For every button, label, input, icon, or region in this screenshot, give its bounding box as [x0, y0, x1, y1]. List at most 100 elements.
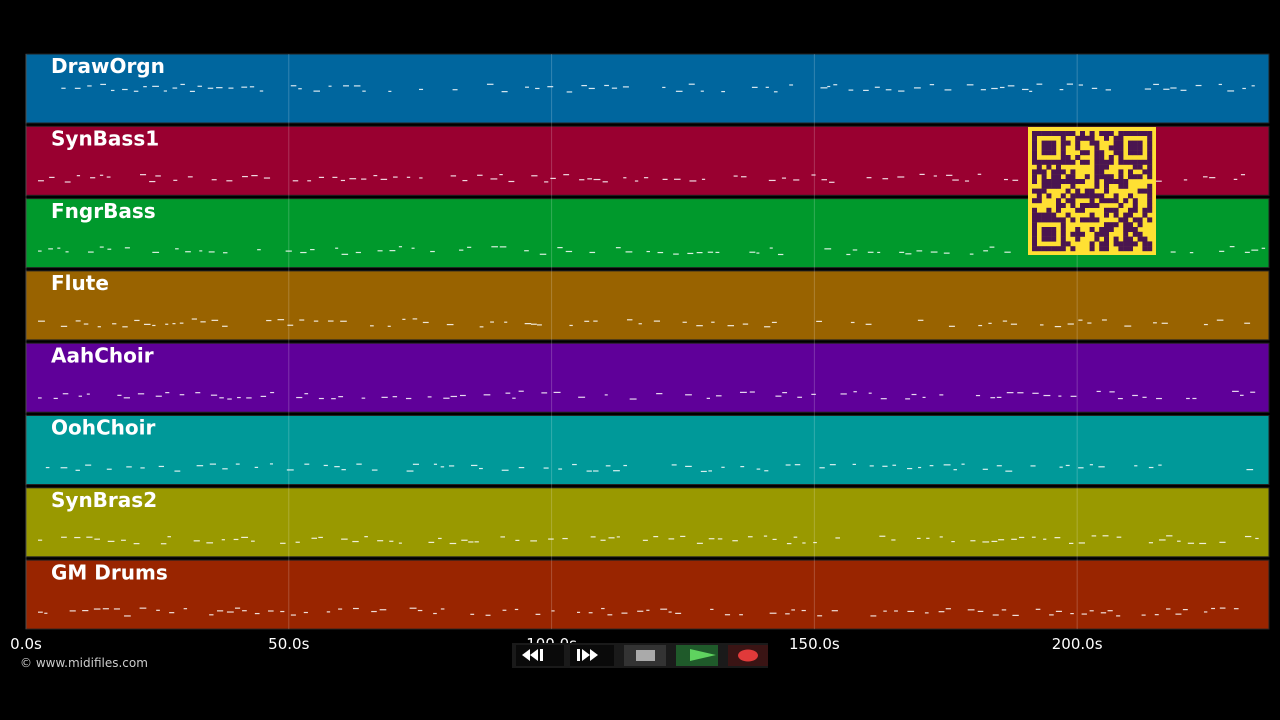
qr-module [1128, 193, 1133, 199]
qr-module [1051, 131, 1057, 136]
qr-module [1142, 241, 1148, 247]
qr-module [1099, 131, 1105, 136]
qr-module [1099, 169, 1105, 175]
qr-module [1147, 155, 1153, 160]
qr-module [1128, 140, 1133, 146]
qr-module [1051, 145, 1057, 151]
qr-module [1089, 140, 1095, 146]
qr-module [1070, 169, 1076, 175]
track-name: DrawOrgn [51, 54, 165, 78]
qr-module [1132, 227, 1138, 232]
qr-module [1051, 179, 1057, 184]
qr-module [1108, 131, 1114, 136]
qr-module [1089, 203, 1095, 208]
transport [512, 643, 768, 668]
qr-module [1094, 217, 1100, 223]
qr-module [1041, 227, 1047, 232]
qr-code [1028, 127, 1156, 255]
record-button[interactable] [728, 645, 768, 666]
qr-module [1032, 198, 1037, 204]
qr-module [1056, 164, 1061, 170]
qr-module [1041, 183, 1047, 189]
qr-module [1132, 198, 1138, 204]
qr-module [1132, 150, 1138, 156]
qr-module [1113, 198, 1119, 204]
track-name: OohChoir [51, 416, 155, 440]
track-lane [25, 415, 1270, 485]
qr-module [1147, 198, 1153, 204]
qr-module [1137, 140, 1143, 146]
qr-module [1060, 203, 1066, 208]
qr-module [1147, 188, 1153, 194]
qr-module [1118, 246, 1124, 252]
qr-module [1123, 236, 1129, 242]
qr-module [1123, 131, 1129, 136]
track-name: AahChoir [51, 343, 154, 367]
qr-module [1128, 174, 1133, 180]
record-icon [738, 649, 758, 662]
qr-module [1137, 174, 1143, 180]
qr-module [1065, 174, 1071, 180]
qr-module [1118, 203, 1124, 208]
qr-module [1137, 222, 1143, 228]
qr-module [1056, 217, 1061, 223]
rewind-button[interactable] [516, 645, 564, 666]
qr-module [1094, 145, 1100, 151]
qr-module [1132, 131, 1138, 136]
qr-module [1104, 159, 1109, 165]
qr-module [1032, 150, 1037, 156]
qr-module [1056, 183, 1061, 189]
qr-module [1099, 241, 1105, 247]
qr-module [1036, 246, 1042, 252]
qr-module [1147, 174, 1153, 180]
qr-module [1099, 246, 1105, 252]
qr-module [1065, 131, 1071, 136]
qr-module [1060, 169, 1066, 175]
qr-module [1137, 217, 1143, 223]
qr-module [1132, 145, 1138, 151]
qr-module [1128, 212, 1133, 218]
qr-module [1142, 246, 1148, 252]
qr-module [1147, 217, 1153, 223]
qr-module [1147, 241, 1153, 247]
qr-module [1032, 140, 1037, 146]
stop-button[interactable] [624, 645, 666, 666]
qr-module [1089, 227, 1095, 232]
qr-module [1070, 246, 1076, 252]
qr-module [1142, 131, 1148, 136]
qr-module [1056, 207, 1061, 213]
qr-module [1123, 179, 1129, 184]
qr-module [1075, 207, 1081, 213]
qr-module [1051, 159, 1057, 165]
qr-module [1147, 159, 1153, 165]
play-icon [690, 649, 716, 661]
qr-module [1113, 145, 1119, 151]
play-button[interactable] [676, 645, 718, 666]
qr-module [1075, 179, 1081, 184]
qr-module [1051, 169, 1057, 175]
qr-module [1041, 131, 1047, 136]
qr-module [1128, 227, 1133, 232]
track: OohChoir [25, 415, 1270, 485]
qr-module [1046, 212, 1052, 218]
qr-module [1147, 140, 1153, 146]
qr-module [1080, 203, 1085, 208]
notes [38, 246, 1266, 256]
qr-module [1032, 135, 1037, 141]
qr-module [1065, 198, 1071, 204]
qr-module [1108, 222, 1114, 228]
qr-module [1089, 212, 1095, 218]
qr-module [1118, 140, 1124, 146]
qr-module [1089, 193, 1095, 199]
qr-module [1036, 217, 1042, 223]
qr-module [1032, 155, 1037, 160]
qr-module [1104, 231, 1109, 237]
qr-module [1060, 155, 1066, 160]
qr-module [1065, 241, 1071, 247]
qr-module [1113, 150, 1119, 156]
qr-module [1056, 159, 1061, 165]
forward-button[interactable] [570, 645, 614, 666]
qr-module [1046, 145, 1052, 151]
qr-module [1046, 217, 1052, 223]
